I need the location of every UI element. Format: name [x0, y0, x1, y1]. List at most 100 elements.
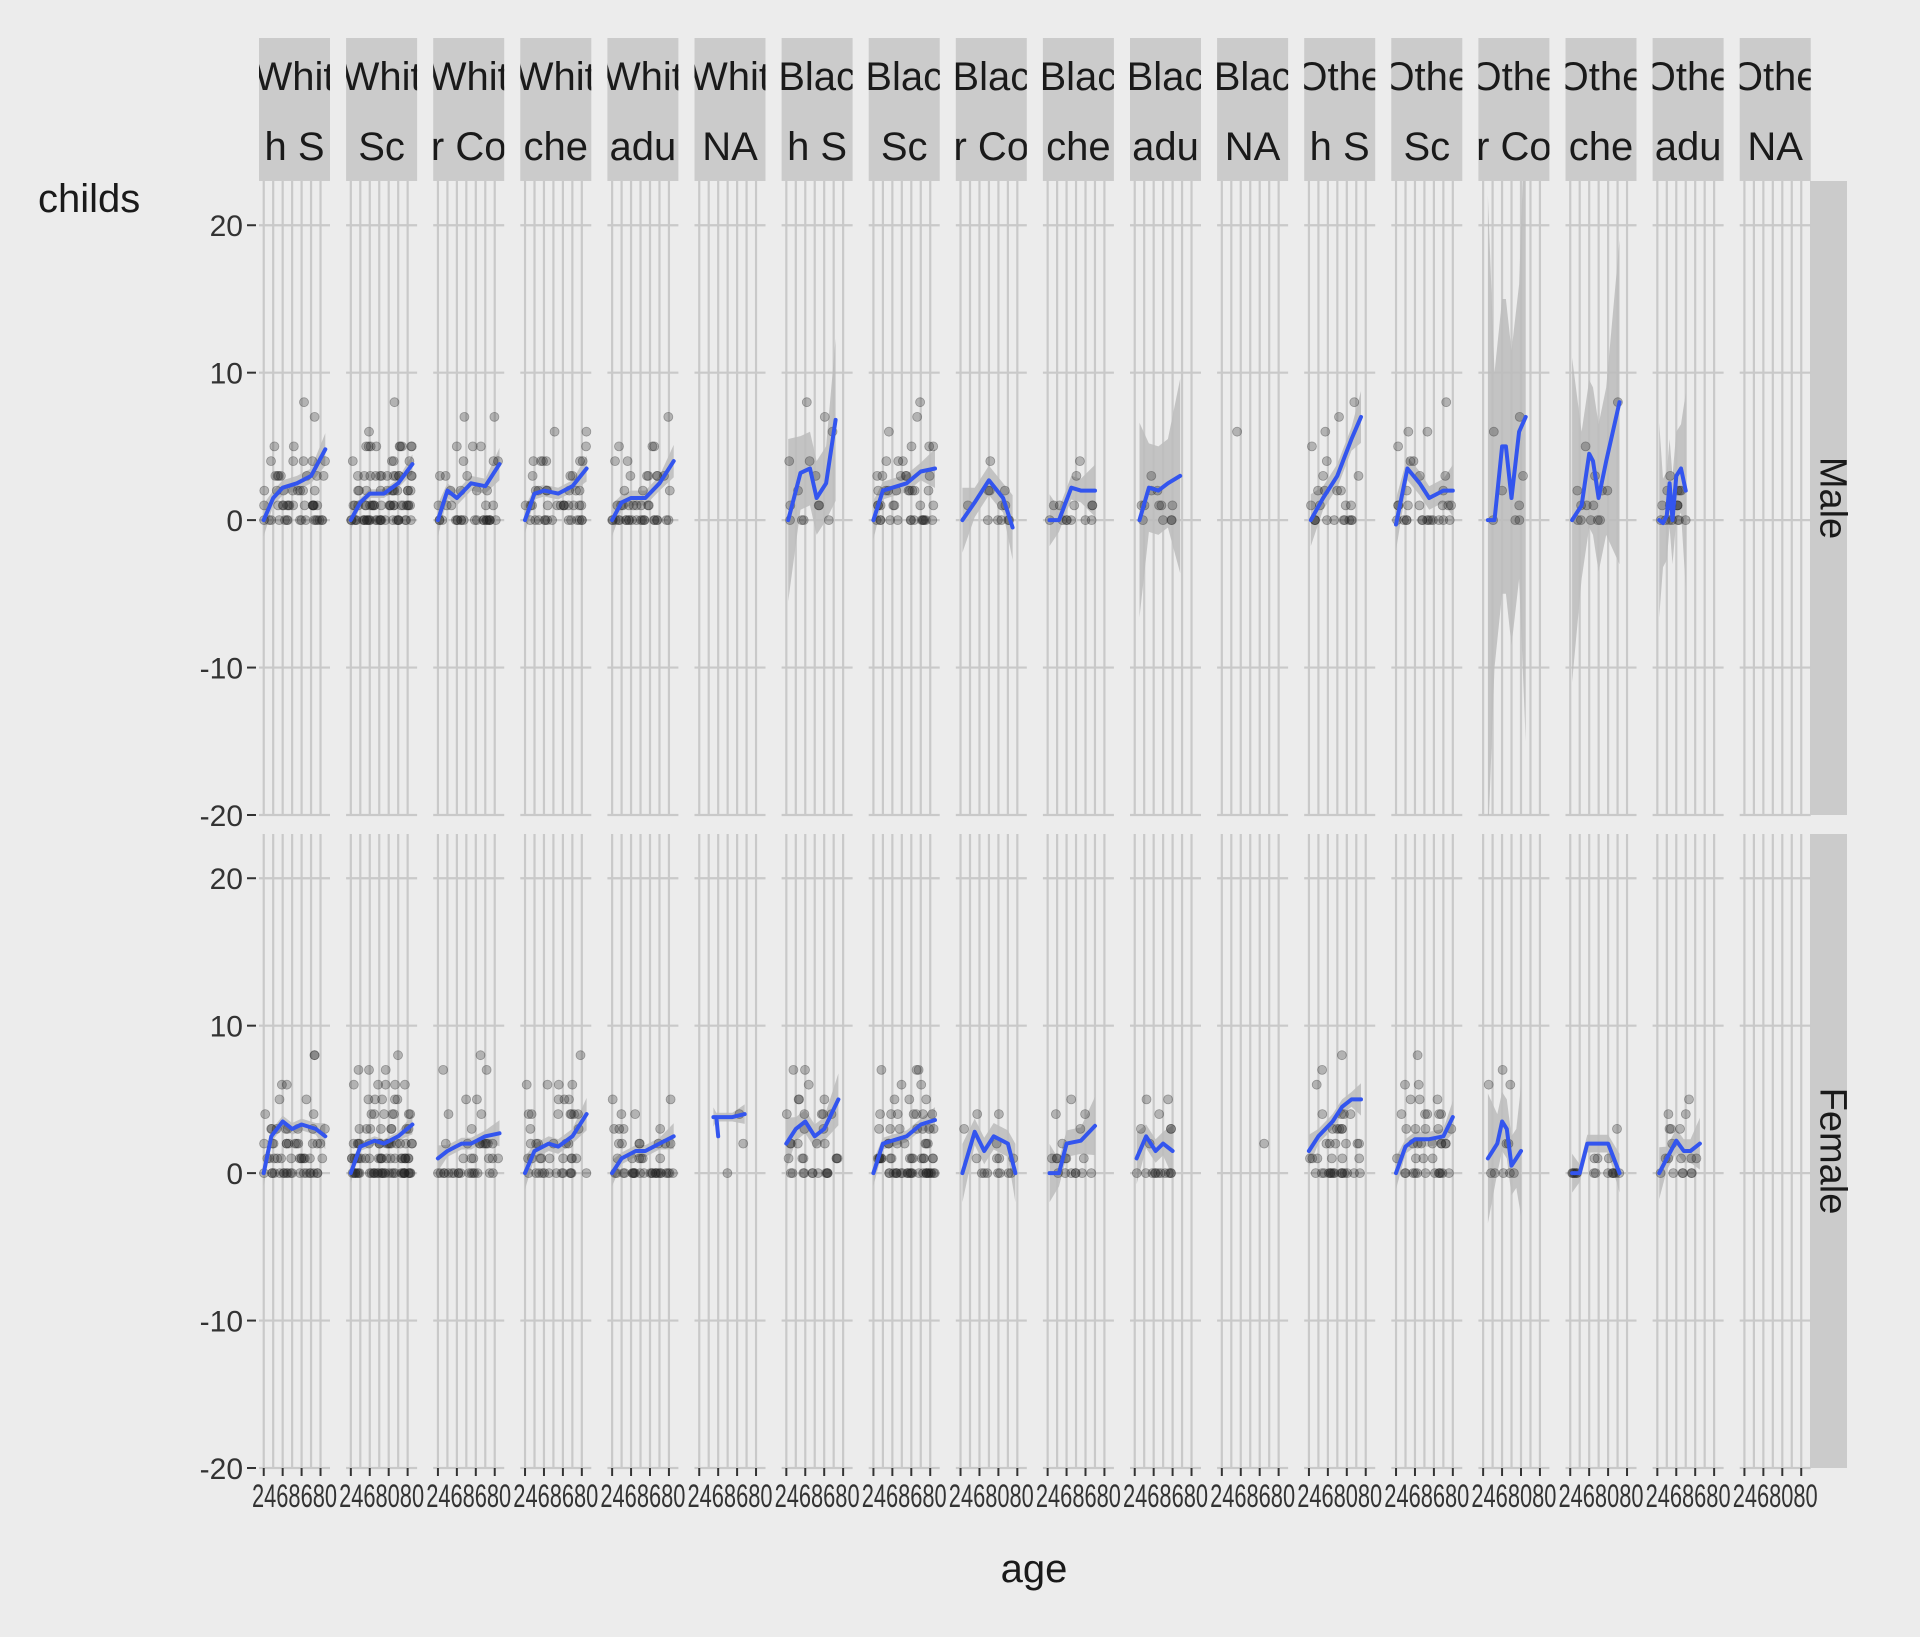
data-point	[278, 1168, 289, 1178]
column-strip-bg	[868, 38, 940, 181]
data-point	[521, 1079, 532, 1090]
data-point	[365, 441, 376, 452]
data-point	[375, 1124, 386, 1134]
data-point	[396, 1168, 407, 1178]
data-point	[347, 456, 358, 467]
column-strip-label-degree: h S	[787, 125, 847, 169]
facet-panel	[1739, 181, 1811, 817]
data-point	[800, 1065, 810, 1075]
data-point	[398, 500, 409, 511]
data-point	[384, 500, 395, 511]
data-point	[1325, 1168, 1336, 1178]
data-point	[1305, 1153, 1315, 1164]
facet-panel	[1304, 181, 1376, 817]
data-point	[649, 515, 660, 525]
facet-panel	[520, 181, 592, 817]
data-point	[798, 1153, 809, 1164]
data-point	[1691, 1153, 1702, 1164]
data-point	[1440, 1138, 1451, 1149]
data-point	[259, 485, 270, 496]
data-point	[359, 470, 370, 481]
data-point	[307, 500, 318, 511]
data-point	[559, 1094, 570, 1105]
column-strip-label-race: Blac	[778, 55, 856, 99]
data-point	[269, 1153, 280, 1164]
data-point	[399, 1168, 410, 1178]
data-point	[318, 470, 329, 481]
data-point	[481, 515, 492, 525]
data-point	[924, 441, 935, 452]
data-point	[1086, 1168, 1097, 1178]
data-point	[363, 1094, 374, 1105]
smooth-line	[348, 1122, 415, 1176]
data-point	[614, 515, 625, 525]
data-point	[365, 470, 376, 481]
data-point	[296, 515, 307, 525]
data-point	[1423, 515, 1434, 525]
data-point	[480, 500, 491, 511]
data-point	[484, 515, 495, 525]
data-point	[1411, 1153, 1421, 1164]
data-point	[312, 1168, 323, 1178]
data-point	[455, 1168, 466, 1178]
data-point	[407, 1138, 418, 1149]
data-point	[403, 1109, 414, 1119]
data-point	[652, 515, 663, 525]
data-point	[273, 500, 284, 511]
data-point	[643, 470, 654, 481]
smooth-line	[523, 1112, 589, 1176]
data-point	[382, 470, 393, 481]
data-point	[651, 1168, 662, 1178]
column-strip-bg	[1739, 38, 1811, 181]
data-point	[972, 1109, 983, 1119]
data-point	[928, 1153, 938, 1164]
data-point	[376, 1153, 387, 1164]
data-point	[364, 1153, 375, 1164]
data-point	[1514, 500, 1525, 511]
data-point	[1349, 397, 1360, 408]
data-point	[273, 470, 284, 481]
data-point	[1444, 515, 1455, 525]
data-point	[553, 1094, 564, 1105]
data-point	[283, 500, 294, 511]
y-tick-label: 0	[226, 505, 243, 538]
data-point	[649, 515, 659, 525]
data-point	[1603, 1168, 1613, 1178]
data-point	[549, 426, 560, 437]
data-point	[1590, 1168, 1601, 1178]
y-tick-label: -10	[200, 1306, 243, 1339]
data-point	[364, 426, 374, 437]
data-point	[475, 441, 486, 452]
data-point	[396, 1153, 407, 1164]
data-point	[1154, 1109, 1165, 1119]
data-point	[1428, 515, 1438, 525]
data-point	[1420, 1109, 1430, 1119]
data-point	[906, 441, 917, 452]
column-strip-bg	[607, 38, 679, 181]
x-tick-label: 2468680	[600, 1478, 685, 1514]
data-point	[288, 441, 299, 452]
data-point	[630, 1168, 640, 1178]
data-point	[299, 397, 309, 408]
column-strip: Whit Sc	[346, 38, 418, 181]
data-point	[1489, 1168, 1500, 1178]
x-tick-label: 2468680	[775, 1478, 860, 1514]
data-point	[898, 456, 908, 467]
data-point	[1156, 500, 1167, 511]
data-point	[475, 1050, 486, 1061]
column-strip-label-degree: r Co	[431, 125, 507, 169]
data-point	[380, 515, 391, 525]
data-point	[884, 1168, 894, 1178]
data-point	[446, 1168, 457, 1178]
column-strip-label-degree: che	[524, 125, 589, 169]
y-tick-label: 20	[210, 863, 243, 896]
data-point	[1346, 500, 1356, 511]
data-point	[918, 1109, 928, 1119]
data-point	[296, 1153, 307, 1164]
data-point	[1401, 515, 1412, 525]
column-strip: Othe r Co	[1478, 38, 1550, 181]
data-point	[911, 1109, 922, 1119]
data-point	[1687, 1168, 1697, 1178]
smooth-line	[960, 478, 1015, 530]
